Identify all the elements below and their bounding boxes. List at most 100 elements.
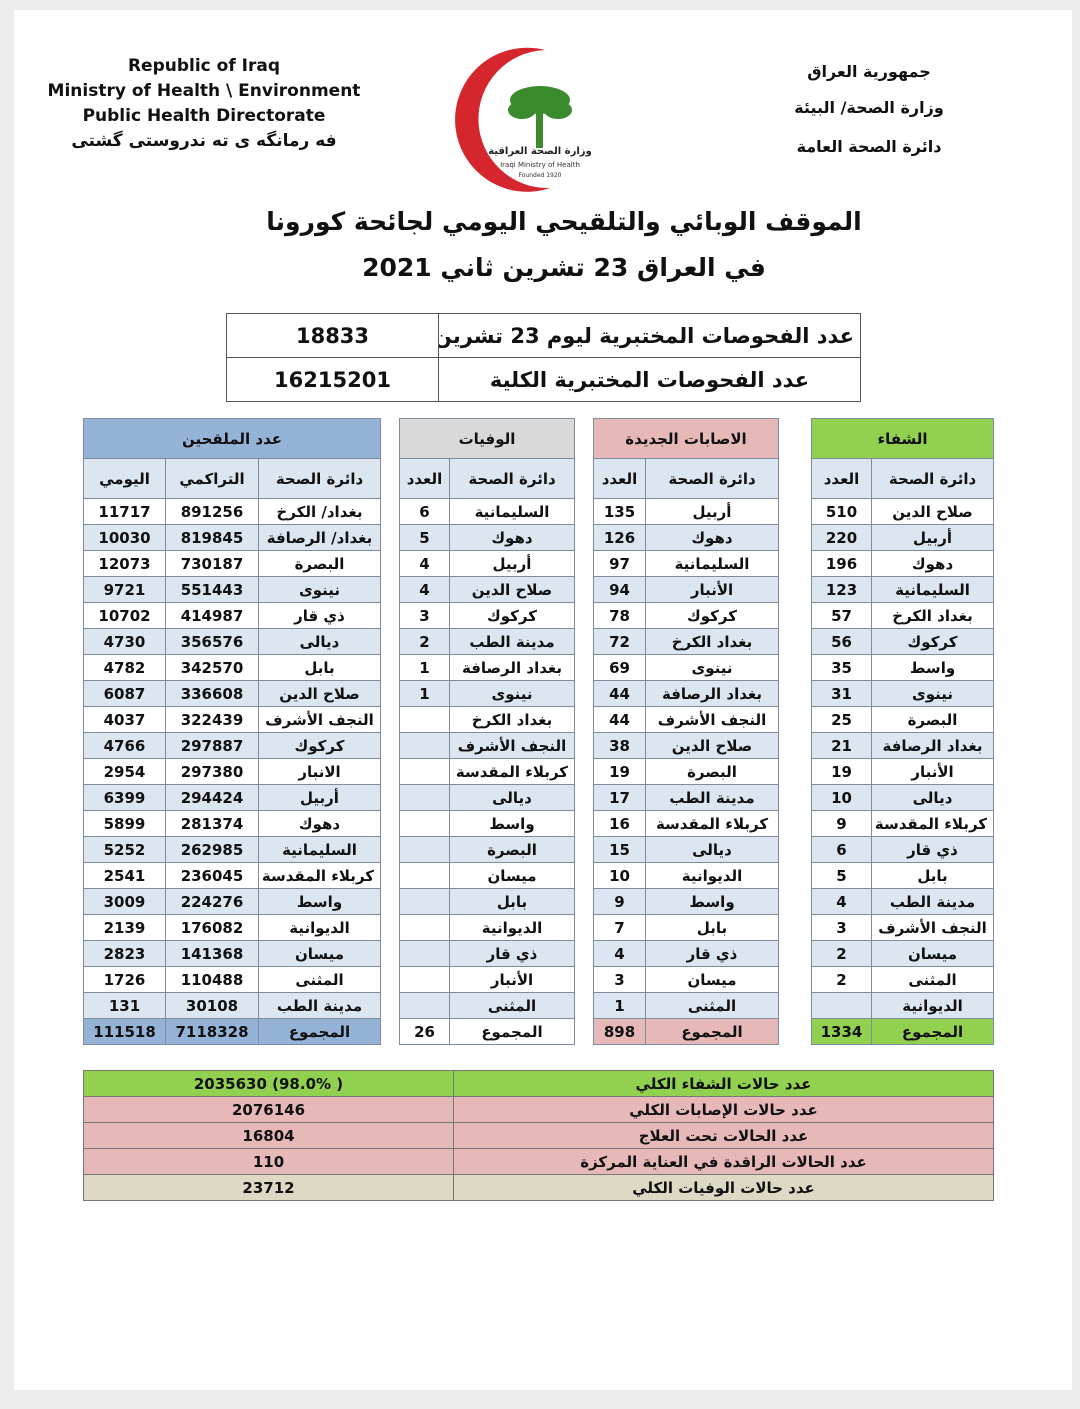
region-cell: السليمانية	[645, 550, 779, 577]
count-cell: 2	[399, 628, 450, 655]
region-cell: بغداد الرصافة	[871, 732, 995, 759]
count-cell: 551443	[165, 576, 259, 603]
region-cell: كربلاء المقدسة	[258, 862, 381, 889]
table-row: دهوك 126	[593, 524, 779, 551]
count-cell: 94	[593, 576, 646, 603]
region-cell: كربلاء المقدسة	[645, 810, 779, 837]
summary-value: 110	[83, 1148, 454, 1175]
region-cell: مدينة الطب	[645, 784, 779, 811]
count-cell: 6	[810, 836, 873, 863]
count-cell: 123	[810, 576, 873, 603]
region-cell: ميسان	[645, 966, 779, 993]
count-cell: 4782	[83, 654, 166, 681]
column-header: العدد	[810, 458, 873, 499]
table-row: ميسان 141368 2823	[83, 940, 381, 967]
count-cell: 31	[810, 680, 873, 707]
region-cell: مدينة الطب	[449, 628, 575, 655]
count-cell: 35	[810, 654, 873, 681]
count-cell: 12073	[83, 550, 166, 577]
count-cell: 3009	[83, 888, 166, 915]
count-cell: 3	[593, 966, 646, 993]
region-cell: ذي قار	[449, 940, 575, 967]
count-cell	[399, 784, 450, 811]
count-cell: 131	[83, 992, 166, 1019]
table-row: السليمانية 6	[399, 498, 575, 525]
table-row: ذي قار 6	[810, 836, 995, 863]
region-cell: بابل	[871, 862, 995, 889]
count-cell: 2541	[83, 862, 166, 889]
table-row: الديوانية 176082 2139	[83, 914, 381, 941]
header-right-line: وزارة الصحة/ البيئة	[794, 98, 944, 117]
count-cell: 336608	[165, 680, 259, 707]
count-cell: 38	[593, 732, 646, 759]
count-cell: 196	[810, 550, 873, 577]
tests-row: عدد الفحوصات المختبرية الكلية 16215201	[226, 357, 861, 402]
total-value: 7118328	[165, 1018, 259, 1045]
logo-crescent	[455, 47, 550, 192]
count-cell: 510	[810, 498, 873, 525]
count-cell: 4	[399, 576, 450, 603]
summary-label: عدد حالات الوفيات الكلي	[453, 1174, 994, 1201]
count-cell	[399, 758, 450, 785]
header-right-line: جمهورية العراق	[807, 62, 931, 81]
table-row: الديوانية	[399, 914, 575, 941]
count-cell: 891256	[165, 498, 259, 525]
summary-value: 2076146	[83, 1096, 454, 1123]
region-cell: كركوك	[449, 602, 575, 629]
table-row: دهوك 5	[399, 524, 575, 551]
region-cell: نينوى	[871, 680, 995, 707]
count-cell	[399, 888, 450, 915]
count-cell: 10702	[83, 602, 166, 629]
summary-value: 23712	[83, 1174, 454, 1201]
header-right-line: دائرة الصحة العامة	[796, 137, 942, 156]
column-header: اليومي	[83, 458, 166, 499]
count-cell: 6087	[83, 680, 166, 707]
region-cell: السليمانية	[258, 836, 381, 863]
table-row: صلاح الدين 4	[399, 576, 575, 603]
count-cell: 176082	[165, 914, 259, 941]
region-cell: دهوك	[645, 524, 779, 551]
count-cell: 9	[593, 888, 646, 915]
table-row: أربيل 294424 6399	[83, 784, 381, 811]
table-row: المثنى 110488 1726	[83, 966, 381, 993]
table-row: المثنى 1	[593, 992, 779, 1019]
count-cell: 11717	[83, 498, 166, 525]
count-cell: 819845	[165, 524, 259, 551]
table-body: الشفاء دائرة الصحة العدد صلاح الدين 510 أربيل…	[810, 418, 995, 1045]
region-cell: ذي قار	[258, 602, 381, 629]
column-header: دائرة الصحة	[645, 458, 779, 499]
region-cell: البصرة	[645, 758, 779, 785]
region-cell: مدينة الطب	[871, 888, 995, 915]
table-row: ميسان 2	[810, 940, 995, 967]
column-header: العدد	[399, 458, 450, 499]
table-body: عدد الفحوصات المختبرية ليوم 23 تشرين ثان…	[226, 313, 861, 402]
count-cell: 356576	[165, 628, 259, 655]
table-row: السليمانية 97	[593, 550, 779, 577]
count-cell: 78	[593, 602, 646, 629]
region-cell: نينوى	[645, 654, 779, 681]
region-cell: واسط	[871, 654, 995, 681]
table-row: بغداد الرصافة 44	[593, 680, 779, 707]
region-cell: بغداد الكرخ	[449, 706, 575, 733]
count-cell	[399, 862, 450, 889]
table-row: السليمانية 262985 5252	[83, 836, 381, 863]
table-row: بغداد الرصافة 1	[399, 654, 575, 681]
table-row: واسط 35	[810, 654, 995, 681]
header-left-line: Public Health Directorate	[82, 106, 326, 126]
count-cell: 2139	[83, 914, 166, 941]
tests-value: 18833	[226, 313, 439, 358]
summary-value: ( 98.0%) 2035630	[83, 1070, 454, 1097]
table-body: عدد الملقحين دائرة الصحة التراكمي اليومي بغد…	[83, 418, 381, 1045]
table-row: ذي قار 414987 10702	[83, 602, 381, 629]
table-row: النجف الأشرف 44	[593, 706, 779, 733]
region-cell: صلاح الدين	[258, 680, 381, 707]
summary-label: عدد الحالات تحت العلاج	[453, 1122, 994, 1149]
region-cell: أربيل	[645, 498, 779, 525]
count-cell	[399, 706, 450, 733]
table-row: أربيل 4	[399, 550, 575, 577]
region-cell: واسط	[449, 810, 575, 837]
count-cell: 72	[593, 628, 646, 655]
title-line: الموقف الوبائي والتلقيحي اليومي لجائحة ك…	[266, 207, 862, 236]
region-cell: صلاح الدين	[871, 498, 995, 525]
region-cell: الديوانية	[871, 992, 995, 1019]
